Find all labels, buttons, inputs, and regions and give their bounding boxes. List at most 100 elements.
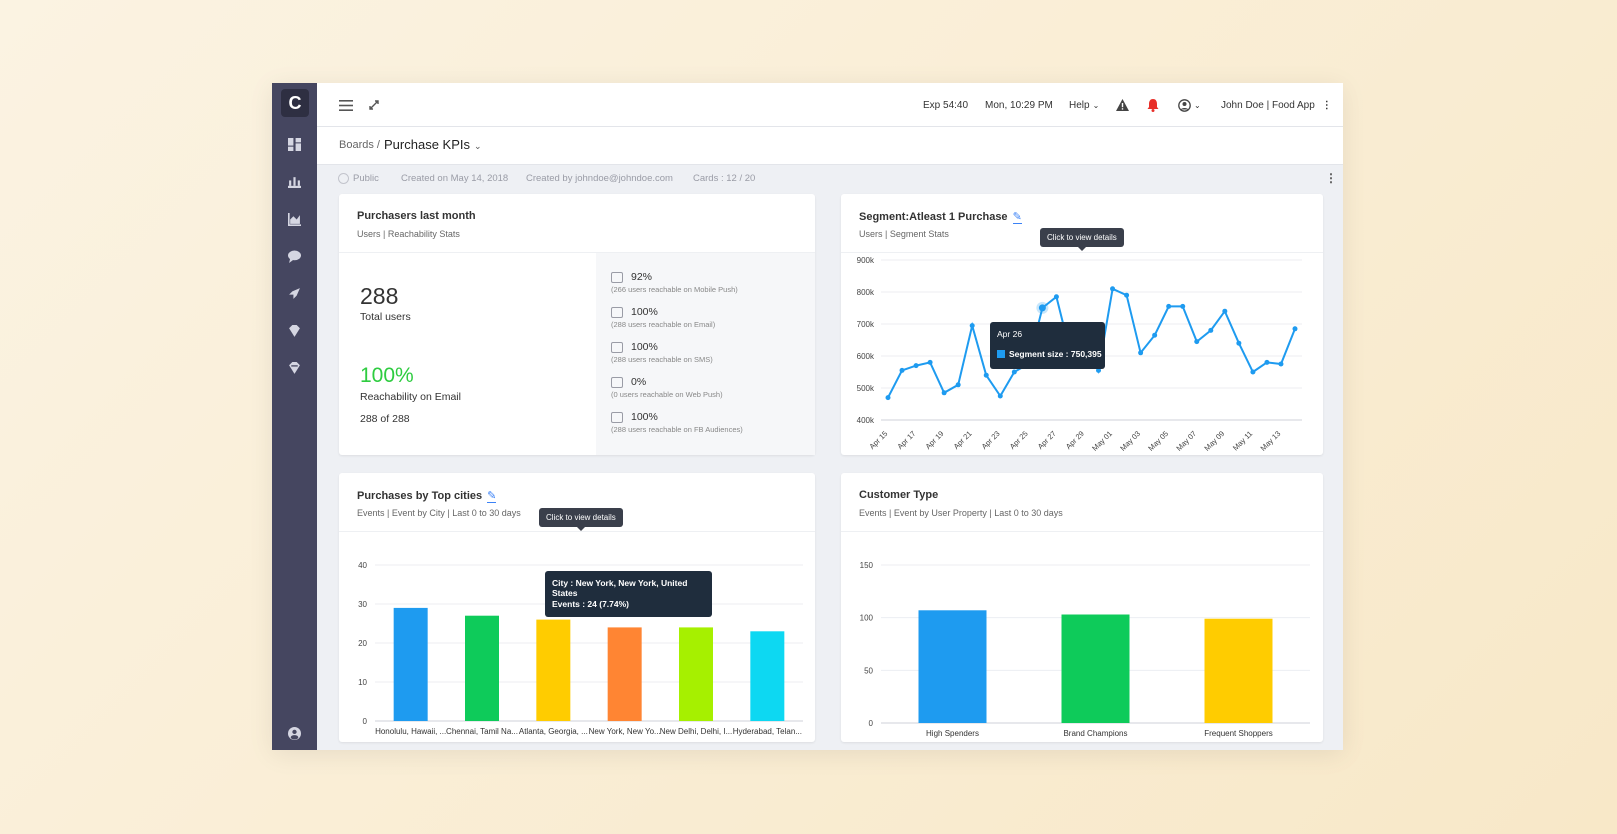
chevron-down-icon: ⌄ [1092, 100, 1100, 110]
reach-value: 92% [631, 271, 653, 283]
collapse-icon[interactable] [369, 83, 379, 127]
x-tick-label: Apr 17 [895, 429, 917, 451]
reach-email: 100% (288 users reachable on Email) [611, 306, 715, 329]
chevron-down-icon: ⌄ [474, 141, 482, 151]
bar [536, 619, 571, 721]
data-point-highlight [1038, 304, 1046, 312]
experiment-timer: Exp 54:40 [923, 99, 969, 111]
sidebar: C [272, 83, 317, 750]
data-point [1180, 303, 1186, 309]
x-tick-label: May 07 [1174, 429, 1198, 453]
x-tick-label: Hyderabad, Telan... [733, 727, 802, 736]
badge-icon[interactable] [284, 321, 304, 341]
analytics-icon[interactable] [284, 209, 304, 229]
x-tick-label: New Delhi, Delhi, I... [660, 727, 732, 736]
user-account-label: John Doe | Food App [1221, 99, 1315, 111]
data-point [1194, 339, 1200, 345]
x-tick-label: May 01 [1090, 429, 1114, 453]
segment-card[interactable]: Segment:Atleast 1 Purchase ✎ Users | Segm… [841, 194, 1323, 455]
cards-count: Cards : 12 / 20 [693, 173, 756, 184]
data-point [1011, 369, 1017, 375]
customer-type-card[interactable]: Customer Type Events | Event by User Pro… [841, 473, 1323, 742]
y-tick-label: 10 [358, 678, 367, 687]
card-title-label: Segment:Atleast 1 Purchase [859, 211, 1008, 223]
reach-count: 288 of 288 [360, 413, 410, 425]
reach-web-push: 0% (0 users reachable on Web Push) [611, 376, 723, 399]
purchasers-card[interactable]: Purchasers last month Users | Reachabili… [339, 194, 815, 455]
campaigns-icon[interactable] [284, 283, 304, 303]
data-point [1250, 369, 1256, 375]
edit-pencil-icon[interactable]: ✎ [487, 490, 497, 503]
card-title: Purchasers last month [357, 210, 476, 222]
y-tick-label: 0 [363, 717, 368, 726]
menu-icon[interactable] [339, 83, 353, 127]
chart-hint-tooltip: Click to view details [539, 508, 623, 531]
visibility-label[interactable]: Public [353, 173, 379, 184]
x-tick-label: Apr 23 [980, 429, 1002, 451]
data-point [1278, 361, 1284, 367]
data-point [1292, 326, 1298, 332]
y-tick-label: 900k [857, 256, 875, 265]
segments-icon[interactable] [284, 171, 304, 191]
data-point [1208, 327, 1214, 333]
data-point [983, 372, 989, 378]
email-icon [611, 306, 623, 318]
card-divider [339, 531, 815, 532]
messages-icon[interactable] [284, 246, 304, 266]
reach-sms: 100% (288 users reachable on SMS) [611, 341, 713, 364]
board-title[interactable]: Purchase KPIs ⌄ [384, 137, 482, 152]
segment-tooltip: Apr 26 Segment size : 750,395 [990, 322, 1105, 369]
data-point [1166, 303, 1172, 309]
reach-percentage: 100% [360, 364, 414, 387]
help-menu[interactable]: Help ⌄ [1069, 83, 1099, 127]
x-tick-label: Apr 19 [924, 429, 946, 451]
help-label: Help [1069, 99, 1090, 111]
data-point [1152, 332, 1158, 338]
cities-bar-chart[interactable]: 0 10 20 30 40 Honolulu, Hawaii, ... Chennai, T… [339, 473, 815, 742]
edit-pencil-icon[interactable]: ✎ [1012, 211, 1022, 224]
x-tick-label: Apr 21 [952, 429, 974, 451]
data-point [927, 359, 933, 365]
y-tick-label: 100 [860, 614, 874, 623]
tooltip-value: Segment size : 750,395 [1009, 349, 1102, 359]
bar [1061, 614, 1130, 723]
y-tick-label: 800k [857, 288, 875, 297]
card-divider [339, 252, 815, 253]
reach-fb-audiences: 100% (288 users reachable on FB Audiences… [611, 411, 743, 434]
bar [679, 627, 713, 721]
board-title-label: Purchase KPIs [384, 137, 470, 152]
breadcrumb-parent[interactable]: Boards / [339, 139, 380, 151]
tooltip-swatch [997, 350, 1005, 358]
chart-hint-tooltip: Click to view details [1040, 228, 1124, 251]
account-icon[interactable] [284, 723, 304, 743]
y-tick-label: 50 [864, 666, 873, 675]
bar [393, 607, 428, 721]
profile-menu[interactable]: ⌄ [1178, 83, 1201, 127]
customer-type-bar-chart[interactable]: 0 50 100 150 High Spenders Brand Champions Fre… [841, 473, 1323, 742]
notifications-bell-icon[interactable] [1147, 83, 1159, 127]
board-options-icon[interactable]: ⋮ [1325, 171, 1337, 185]
x-tick-label: May 03 [1118, 429, 1142, 453]
total-users-value: 288 [360, 283, 399, 309]
data-point [1138, 350, 1144, 356]
city-tooltip: City : New York, New York, United States… [545, 571, 712, 617]
app-logo[interactable]: C [281, 89, 309, 117]
data-point [955, 382, 961, 388]
y-tick-label: 150 [860, 561, 874, 570]
reach-desc: (266 users reachable on Mobile Push) [611, 285, 738, 294]
dashboard-icon[interactable] [284, 134, 304, 154]
bar [607, 627, 642, 721]
tooltip-city: City : New York, New York, United States [552, 578, 688, 598]
account-switcher[interactable]: John Doe | Food App ⋮ [1221, 83, 1332, 127]
warning-icon[interactable] [1116, 83, 1129, 127]
mobile-push-icon [611, 271, 623, 283]
data-point [969, 323, 975, 329]
bar [1204, 618, 1273, 723]
data-point [997, 393, 1003, 399]
card-title-label: Purchases by Top cities [357, 490, 483, 502]
data-point [1124, 292, 1130, 298]
bar [918, 610, 987, 723]
badge-alt-icon[interactable] [284, 358, 304, 378]
cities-card[interactable]: Purchases by Top cities ✎ Events | Event … [339, 473, 815, 742]
x-tick-label: High Spenders [926, 729, 979, 738]
